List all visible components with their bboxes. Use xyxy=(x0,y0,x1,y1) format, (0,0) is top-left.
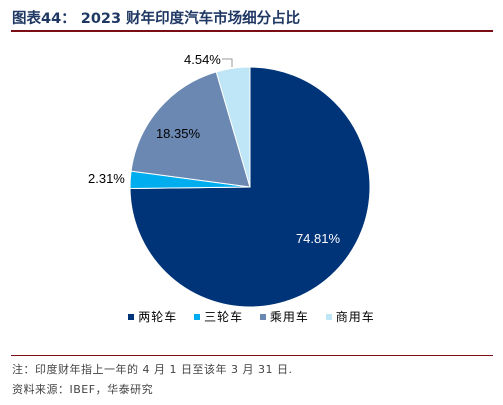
pie-slice-commercial-vehicle xyxy=(215,66,251,188)
legend-label-commercial-vehicle: 商用车 xyxy=(335,310,375,324)
footer-divider xyxy=(11,355,493,356)
title-divider xyxy=(11,30,493,32)
legend-label-three-wheeler: 三轮车 xyxy=(204,310,244,324)
legend-label-passenger-car: 乘用车 xyxy=(269,310,309,324)
legend-swatch-commercial-vehicle xyxy=(325,313,332,320)
chart-note: 注：印度财年指上一年的 4 月 1 日至该年 3 月 31 日. xyxy=(12,363,293,376)
pie-slice-two-wheeler xyxy=(129,66,371,308)
legend-item-passenger-car: 乘用车 xyxy=(259,308,309,325)
pie-slice-passenger-car xyxy=(130,71,251,188)
data-label-commercial-vehicle: 4.54% xyxy=(184,52,221,67)
data-label-two-wheeler: 74.81% xyxy=(296,231,341,246)
legend-item-three-wheeler: 三轮车 xyxy=(194,308,243,325)
chart-title: 图表44： 2023 财年印度汽车市场细分占比 xyxy=(12,11,301,27)
legend-item-commercial-vehicle: 商用车 xyxy=(325,308,375,325)
legend-swatch-passenger-car xyxy=(259,313,266,320)
chart-legend: 两轮车 三轮车 乘用车 商用车 xyxy=(0,308,503,325)
data-label-passenger-car: 18.35% xyxy=(156,126,201,141)
legend-swatch-three-wheeler xyxy=(194,313,201,320)
legend-swatch-two-wheeler xyxy=(128,313,135,320)
chart-source: 资料来源：IBEF，华泰研究 xyxy=(12,383,154,396)
data-label-three-wheeler: 2.31% xyxy=(88,171,125,186)
legend-label-two-wheeler: 两轮车 xyxy=(138,310,178,324)
leader-line-commercial-vehicle xyxy=(222,58,233,67)
legend-item-two-wheeler: 两轮车 xyxy=(128,308,177,325)
